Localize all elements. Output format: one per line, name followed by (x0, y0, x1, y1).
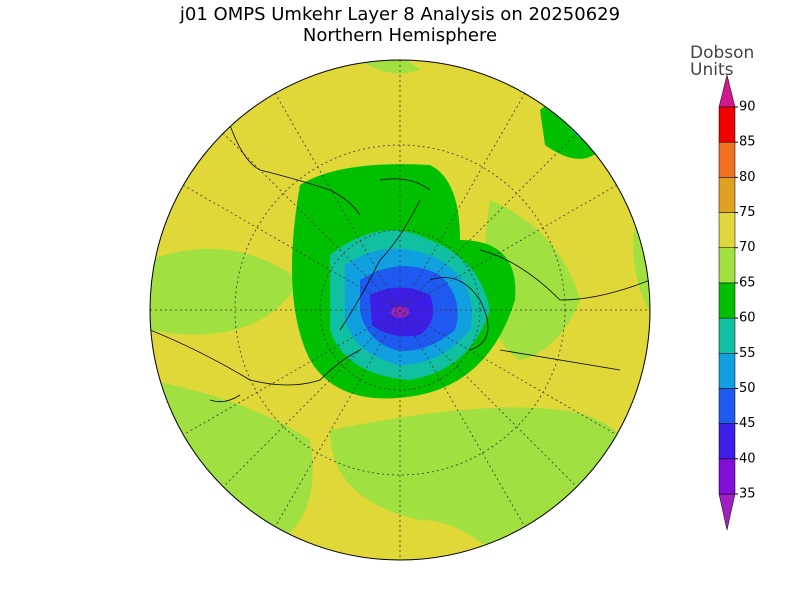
colorbar: 35 40 45 50 55 60 65 70 75 80 85 90 (718, 74, 756, 531)
colorbar-tick-label: 35 (739, 487, 756, 502)
colorbar-band (718, 106, 736, 143)
colorbar-tick-label: 85 (739, 135, 756, 150)
colorbar-band (718, 388, 736, 424)
colorbar-tick-label: 65 (739, 275, 756, 290)
map-border (149, 59, 651, 561)
colorbar-band (718, 458, 736, 495)
colorbar-band (718, 212, 736, 248)
colorbar-tick-label: 70 (739, 240, 756, 255)
colorbar-tick-label: 50 (739, 381, 756, 396)
colorbar-band (718, 177, 736, 213)
colorbar-band (718, 247, 736, 284)
colorbar-tick-label: 40 (739, 451, 756, 466)
colorbar-tick-label: 45 (739, 416, 756, 431)
map-title: j01 OMPS Umkehr Layer 8 Analysis on 2025… (179, 4, 620, 25)
colorbar-band (718, 423, 736, 460)
colorbar-tick-label: 80 (739, 170, 756, 185)
colorbar-tick-label: 75 (739, 205, 756, 220)
polar-map (150, 60, 650, 560)
colorbar-band (718, 282, 736, 319)
colorbar-tick-label: 55 (739, 346, 756, 361)
map-subtitle: Northern Hemisphere (303, 25, 497, 46)
colorbar-band (718, 317, 736, 354)
colorbar-band (718, 141, 736, 178)
colorbar-label: Units (690, 60, 734, 80)
colorbar-tick-label: 60 (739, 311, 756, 326)
colorbar-label: Dobson (690, 43, 754, 63)
colorbar-under (718, 493, 736, 531)
colorbar-tick-label: 90 (739, 100, 756, 115)
colorbar-band (718, 353, 736, 389)
